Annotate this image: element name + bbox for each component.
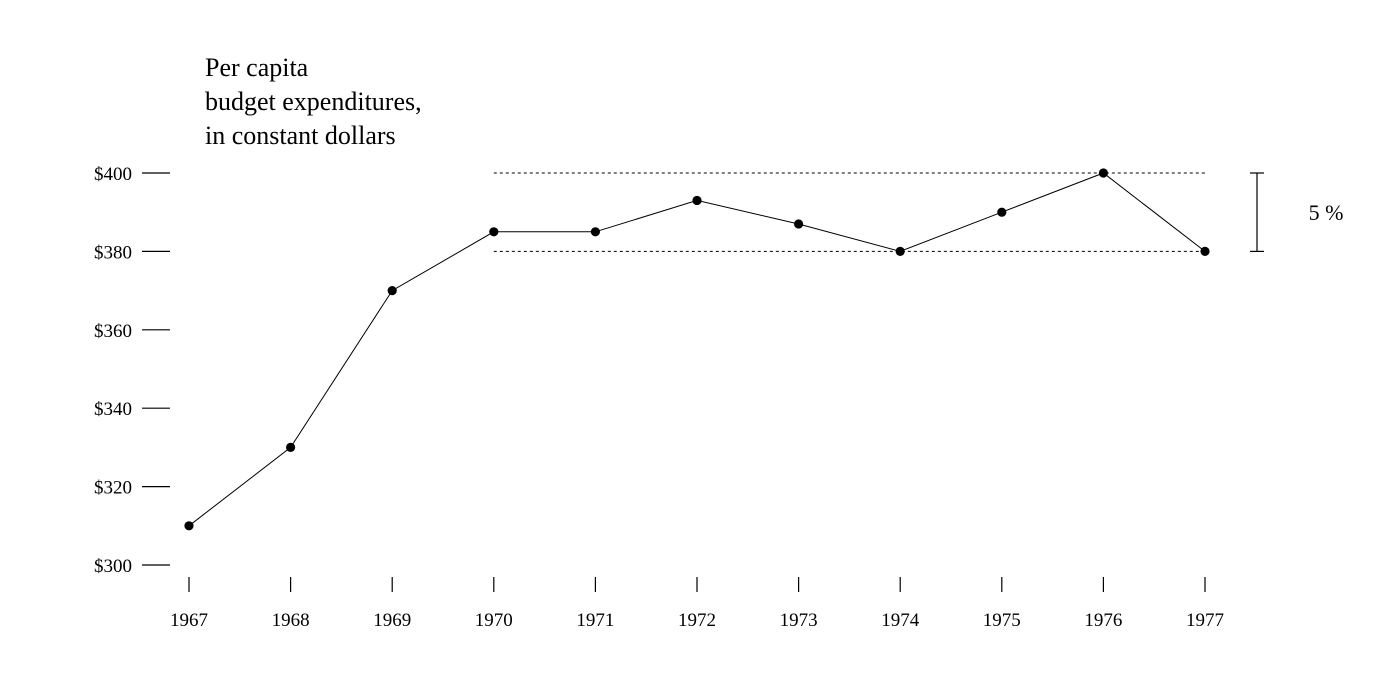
range-bracket-label: 5 % — [1309, 200, 1344, 225]
range-bracket: 5 % — [1250, 172, 1344, 252]
x-tick-label: 1971 — [576, 610, 614, 631]
data-point — [387, 286, 397, 296]
x-tick-label: 1975 — [983, 610, 1021, 631]
x-tick-label: 1970 — [475, 610, 513, 631]
chart-title: Per capita budget expenditures, in constan… — [205, 53, 422, 150]
x-tick-label: 1969 — [373, 610, 411, 631]
y-tick-label: $380 — [94, 242, 132, 263]
x-tick-label: 1977 — [1186, 610, 1224, 631]
data-point — [1200, 246, 1210, 256]
y-tick-label: $340 — [94, 399, 132, 420]
data-point — [184, 521, 194, 531]
x-tick-label: 1974 — [881, 610, 920, 631]
data-point — [286, 442, 296, 452]
data-point — [1098, 168, 1108, 178]
x-tick-label: 1976 — [1084, 610, 1122, 631]
x-tick-label: 1972 — [678, 610, 716, 631]
chart-title-line: Per capita — [205, 53, 309, 82]
y-axis: $300 $320 $340 $360 $380 $400 — [94, 164, 170, 577]
y-tick-label: $300 — [94, 556, 132, 577]
data-point — [692, 195, 702, 206]
x-tick-label: 1973 — [780, 610, 818, 631]
y-tick-label: $320 — [94, 478, 132, 499]
data-series — [184, 168, 1210, 531]
data-point — [895, 246, 905, 256]
x-tick-label: 1968 — [272, 610, 310, 631]
data-point — [794, 219, 804, 229]
data-point — [997, 207, 1007, 217]
data-point — [590, 227, 601, 237]
chart-title-line: budget expenditures, — [205, 87, 422, 116]
x-axis: 1967 1968 1969 1970 1971 1972 1973 1974 1975 1976… — [170, 577, 1224, 631]
y-tick-label: $360 — [94, 321, 132, 342]
chart-title-line: in constant dollars — [205, 121, 396, 150]
x-tick-label: 1967 — [170, 610, 208, 631]
data-point — [489, 227, 499, 237]
reference-lines — [493, 172, 1205, 252]
y-tick-label: $400 — [94, 164, 132, 185]
series-line — [188, 172, 1206, 527]
